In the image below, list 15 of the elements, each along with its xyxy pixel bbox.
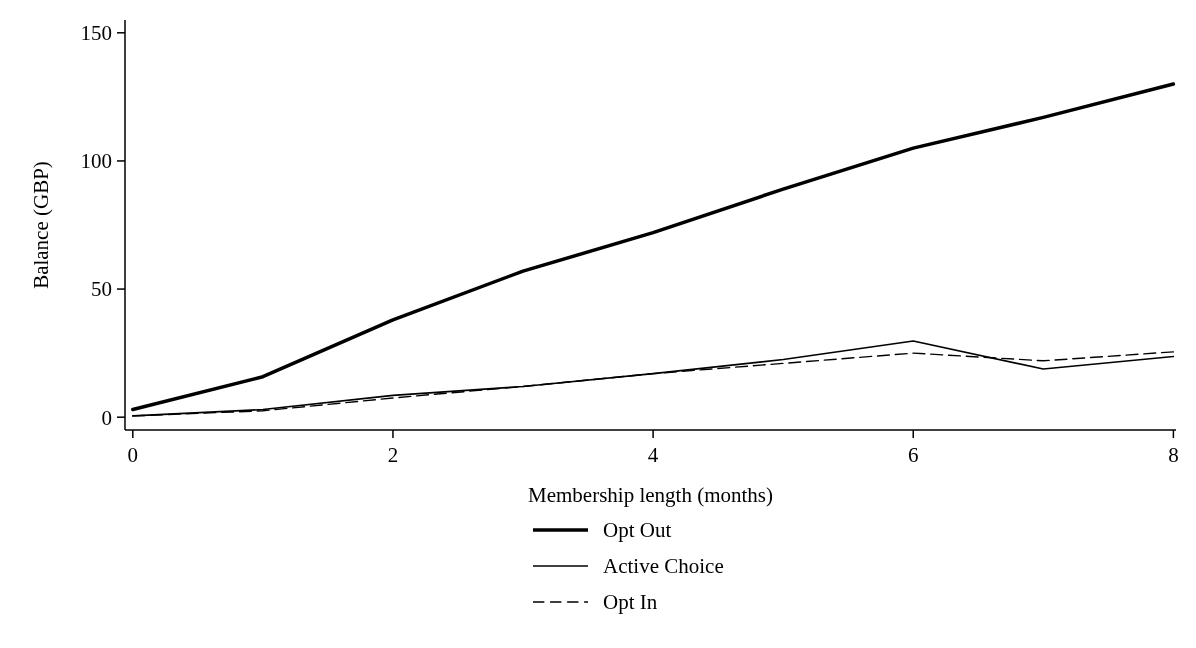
y-axis-title: Balance (GBP) xyxy=(29,161,53,289)
legend-label: Active Choice xyxy=(603,554,724,579)
y-tick-label: 0 xyxy=(101,405,112,430)
y-tick-label: 150 xyxy=(80,21,112,46)
x-tick-label: 6 xyxy=(908,443,919,467)
x-tick-label: 8 xyxy=(1168,443,1179,467)
x-tick-label: 4 xyxy=(647,443,659,467)
x-tick-label: 2 xyxy=(387,443,399,467)
x-tick-label: 0 xyxy=(127,443,139,467)
y-tick-label: 100 xyxy=(80,149,112,174)
y-tick-label: 50 xyxy=(91,277,112,302)
line-series xyxy=(131,82,1176,412)
legend-label: Opt In xyxy=(603,590,658,615)
x-axis-title: Membership length (months) xyxy=(528,483,773,507)
legend-label: Opt Out xyxy=(603,518,672,543)
